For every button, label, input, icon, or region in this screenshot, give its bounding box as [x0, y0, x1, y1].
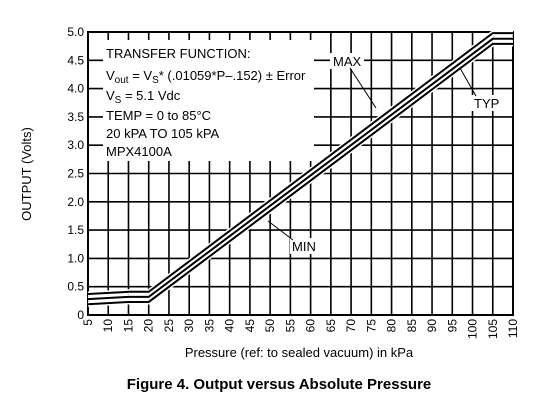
tf-line-5: 20 kPA TO 105 kPA — [106, 126, 220, 141]
tf-line-4: TEMP = 0 to 85°C — [106, 108, 211, 123]
x-tick-label: 105 — [486, 319, 500, 339]
x-tick-labels: 5 10 15 20 25 30 35 40 45 50 55 60 65 70 75 80 85 90 95 100… — [81, 319, 520, 339]
tf-line-3: VS = 5.1 Vdc — [106, 88, 181, 106]
plot-border — [87, 31, 514, 316]
x-tick-label: 50 — [263, 319, 277, 333]
x-tick-label: 15 — [121, 319, 135, 333]
series-line-typ — [87, 37, 513, 301]
series-label-typ: TYP — [474, 96, 499, 111]
x-tick-label: 10 — [101, 319, 115, 333]
x-tick-label: 95 — [445, 319, 459, 333]
x-tick-label: 65 — [324, 319, 338, 333]
y-tick-label: 2.0 — [67, 195, 84, 209]
max-label-bg — [330, 53, 364, 69]
y-tick-label: 3.0 — [67, 138, 84, 152]
x-tick-label: 60 — [304, 319, 318, 333]
x-tick-label: 75 — [364, 319, 378, 333]
typ-label-bg — [471, 95, 503, 111]
x-tick-label: 70 — [344, 319, 358, 333]
y-tick-label: 2.5 — [67, 167, 84, 181]
x-tick-label: 20 — [142, 319, 156, 333]
y-tick-labels: 0 0.5 1.0 1.5 2.0 2.5 3.0 3.5 4.0 4.5 5.0 — [67, 25, 84, 322]
tf-line-1: TRANSFER FUNCTION: — [106, 46, 250, 61]
tf-line-6: MPX4100A — [106, 144, 172, 159]
x-axis-title: Pressure (ref: to sealed vacuum) in kPa — [185, 345, 414, 360]
y-tick-label: 5.0 — [67, 25, 84, 39]
series-group — [87, 30, 513, 307]
tf-line-2: Vout = VS* (.01059*P–.152) ± Error — [106, 68, 306, 86]
x-tick-label: 40 — [223, 319, 237, 333]
x-tick-label: 110 — [506, 319, 520, 338]
x-tick-label: 90 — [425, 319, 439, 333]
y-tick-label: 4.5 — [67, 53, 84, 67]
x-tick-label: 45 — [243, 319, 257, 333]
series-label-min: MIN — [292, 239, 316, 254]
typ-label-leader — [459, 67, 477, 97]
y-tick-label: 1.0 — [67, 251, 84, 265]
x-tick-label: 35 — [202, 319, 216, 333]
x-tick-label: 80 — [385, 319, 399, 333]
x-tick-label: 5 — [81, 319, 95, 326]
series-line-max — [87, 32, 513, 296]
x-tick-label: 100 — [466, 319, 480, 339]
y-tick-label: 4.0 — [67, 82, 84, 96]
x-tick-label: 30 — [182, 319, 196, 333]
x-tick-label: 55 — [283, 319, 297, 333]
min-label-leader — [267, 220, 294, 241]
min-label-bg — [290, 238, 320, 254]
figure-caption: Figure 4. Output versus Absolute Pressur… — [127, 376, 432, 393]
series-label-max: MAX — [333, 54, 362, 69]
y-tick-label: 0 — [77, 308, 84, 322]
max-label-leader — [349, 67, 377, 109]
y-tick-label: 3.5 — [67, 110, 84, 124]
y-axis-title: OUTPUT (Volts) — [19, 127, 34, 221]
series-line-min — [87, 42, 513, 306]
x-tick-label: 85 — [405, 319, 419, 333]
x-tick-label: 25 — [162, 319, 176, 333]
y-tick-label: 1.5 — [67, 223, 84, 237]
y-tick-label: 0.5 — [67, 280, 84, 294]
transfer-function-box — [103, 40, 314, 161]
